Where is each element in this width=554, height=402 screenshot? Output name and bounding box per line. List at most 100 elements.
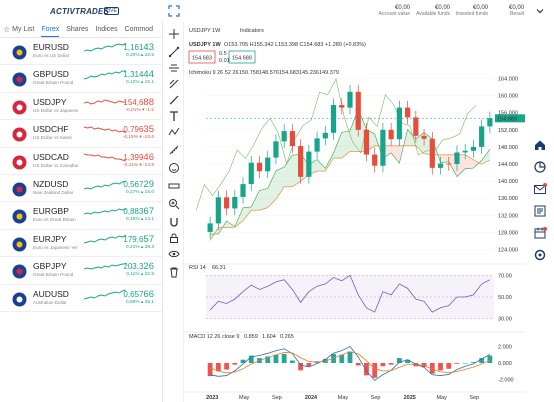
- instrument-row[interactable]: AUDUSD Australian Dollar 0,65766 0,69% ▴…: [0, 285, 162, 312]
- candle-body: [306, 151, 312, 177]
- mail-icon[interactable]: [533, 182, 547, 196]
- price-big-digits: 46: [143, 151, 154, 163]
- text-icon[interactable]: [168, 110, 180, 122]
- tab-shares[interactable]: Shares: [66, 26, 89, 33]
- instrument-price: 0,56729: [123, 179, 154, 190]
- fullscreen-icon[interactable]: [168, 5, 180, 17]
- instrument-price: 0,65766: [123, 289, 154, 300]
- trendline-icon[interactable]: [168, 46, 180, 58]
- instrument-row[interactable]: USDCAD US Dollar vs Canadian 1,39946 -0,…: [0, 148, 162, 175]
- candle-body: [405, 107, 411, 118]
- sparkline: [84, 289, 126, 299]
- price-prefix: 0,883: [123, 207, 144, 217]
- tab-commodities[interactable]: Commod: [124, 26, 154, 33]
- ichimoku-cloud-segment: [407, 129, 416, 146]
- patterns-icon[interactable]: [168, 126, 180, 138]
- chevron-down-icon[interactable]: [536, 7, 544, 15]
- ichimoku-lagging-line: [195, 78, 477, 211]
- candle-body: [232, 196, 238, 209]
- macd-signal-line: [209, 351, 491, 374]
- currency-flag-icon: [12, 182, 27, 197]
- home-icon[interactable]: [533, 138, 547, 152]
- tab-indices[interactable]: Indices: [95, 26, 118, 33]
- instrument-symbol: AUDUSD: [33, 288, 69, 299]
- instrument-change: 0,11% ▴ 22.5: [126, 272, 154, 278]
- instrument-row[interactable]: EURJPY Euro vs Japanese Yen 179,657 0,21…: [0, 230, 162, 258]
- sparkline: [84, 99, 126, 105]
- fibonacci-icon[interactable]: [168, 78, 180, 90]
- chart-area: USDJPY 1W Indicators USDJPY 1W O153.705 H15…: [164, 22, 526, 402]
- instrument-change: 0,16% ▴ 14.1: [125, 217, 154, 223]
- candle-body: [429, 138, 435, 168]
- indicators-button[interactable]: Indicators: [240, 28, 264, 34]
- candle-body: [240, 184, 246, 197]
- macd-histogram-bar: [454, 363, 460, 364]
- macd-histogram-bar: [240, 359, 246, 363]
- macd-histogram-bar: [273, 354, 279, 363]
- trash-icon[interactable]: [168, 266, 180, 278]
- candle-body: [289, 131, 295, 147]
- emoji-icon[interactable]: [168, 162, 180, 174]
- magnet-icon[interactable]: [168, 216, 180, 228]
- horizontal-line-icon[interactable]: [168, 62, 180, 74]
- candle-body: [207, 223, 213, 232]
- available-funds: €0,00 Available funds: [412, 5, 450, 17]
- instrument-row[interactable]: USDCHF US Dollar vs Swiss 0,79635 -0,15%…: [0, 120, 162, 148]
- time-axis-tick: Sep: [371, 395, 381, 401]
- instrument-row[interactable]: NZDUSD New Zealand Dollar 0,56729 0,27% …: [0, 175, 162, 203]
- instrument-row[interactable]: USDJPY US Dollar vs Japanese 154,688 -0,…: [0, 93, 162, 121]
- candle-body: [470, 146, 477, 151]
- currency-flag-icon: [12, 127, 27, 142]
- macd-histogram-bar: [471, 362, 476, 363]
- eye-icon[interactable]: [168, 248, 180, 260]
- macd-histogram-bar: [396, 358, 402, 363]
- portfolio-pie-icon[interactable]: [533, 160, 547, 174]
- price-axis-tick: 140.000: [498, 179, 518, 185]
- measure-icon[interactable]: [168, 144, 180, 156]
- settings-gear-icon[interactable]: [533, 248, 547, 262]
- sparkline: [84, 70, 126, 80]
- price-axis-tick: 136.000: [498, 196, 518, 202]
- price-prefix: 1,161: [123, 43, 144, 52]
- ichimoku-cloud-segment: [325, 152, 334, 172]
- current-price-tag-box: [495, 114, 525, 123]
- ichimoku-cloud-segment: [267, 170, 276, 208]
- instrument-description: Euro vs Japanese Yen: [33, 244, 78, 250]
- tab-my-list[interactable]: My List: [12, 26, 35, 33]
- crosshair-icon[interactable]: [168, 28, 180, 40]
- lock-icon[interactable]: [168, 232, 180, 244]
- ruler-icon[interactable]: [168, 180, 180, 192]
- macd-line: [210, 345, 491, 381]
- price-prefix: 1,314: [123, 70, 144, 80]
- macd-histogram-bar: [479, 358, 485, 363]
- price-big-digits: 44: [143, 69, 154, 81]
- result: €0,00 Result: [490, 5, 524, 17]
- price-axis-tick: 160.000: [498, 94, 518, 100]
- instrument-row[interactable]: EURUSD Euro vs US Dollar 1,16143 0,20% ▴…: [0, 38, 162, 66]
- tab-forex[interactable]: Forex: [41, 23, 60, 37]
- time-axis-tick: Sep: [272, 395, 282, 401]
- brush-icon[interactable]: [168, 94, 180, 106]
- ichimoku-cloud-segment: [391, 145, 400, 164]
- sparkline: [84, 208, 126, 215]
- time-axis-tick: Sep: [469, 395, 479, 401]
- news-icon[interactable]: [533, 204, 547, 218]
- rsi-line: [209, 274, 491, 313]
- ichimoku-label: Ichimoku 9 26 52 26: [189, 70, 239, 76]
- instrument-row[interactable]: EURGBP Euro vs Great Britain 0,88367 0,1…: [0, 202, 162, 230]
- instrument-price: 179,657: [123, 234, 154, 245]
- macd-histogram-bar: [232, 363, 238, 365]
- zoom-in-icon[interactable]: [168, 198, 180, 210]
- calendar-icon[interactable]: [533, 226, 547, 240]
- candle-body: [380, 129, 386, 166]
- instrument-row[interactable]: GBPUSD Great Britain Pound 1,31444 0,12%…: [0, 65, 162, 93]
- account-value-amount: €0,00: [394, 5, 410, 11]
- macd-histogram-bar: [265, 356, 271, 363]
- instrument-description: US Dollar vs Japanese: [33, 107, 78, 113]
- instrument-row[interactable]: GBPJPY Great Britain Pound 203,326 0,11%…: [0, 257, 162, 285]
- macd-histogram-bar: [372, 363, 378, 378]
- candle-body: [363, 129, 370, 155]
- live-badge: LIVE: [104, 7, 119, 15]
- candle-body: [355, 91, 361, 130]
